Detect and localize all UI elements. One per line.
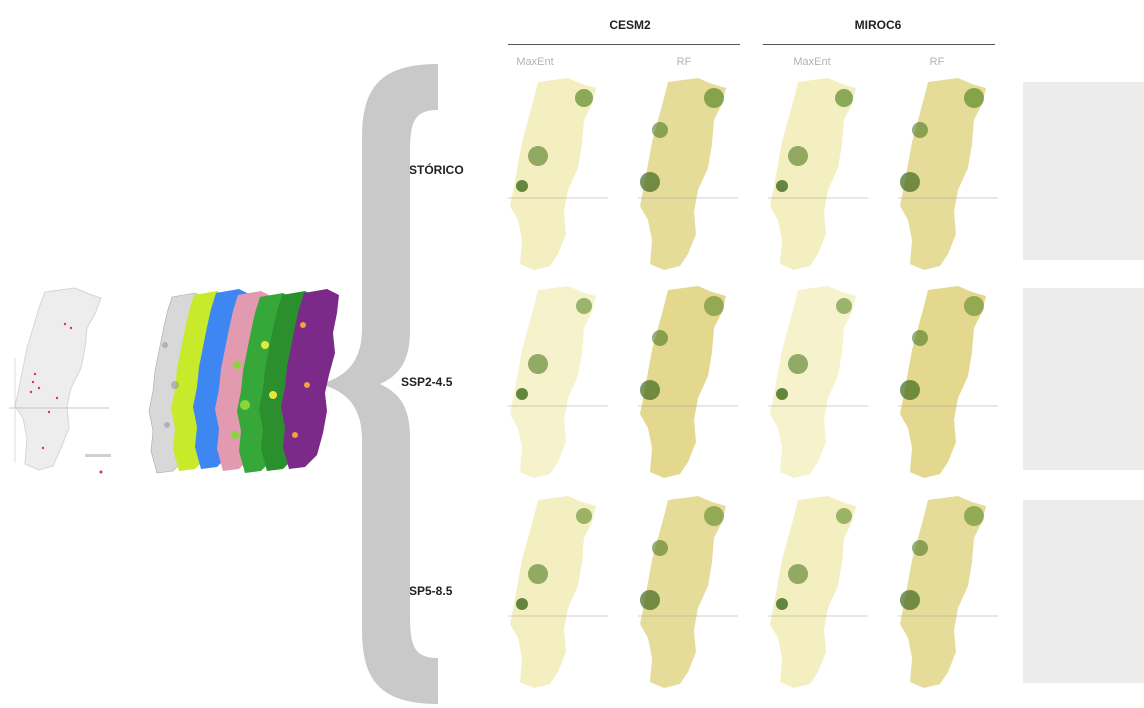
map-ssp585-miroc6-rf [898,496,998,688]
map-ssp585-cesm2-rf [638,496,738,688]
scenario-label-ssp585: SSP5-8.5 [401,584,453,598]
map-historico-cesm2-maxent [508,78,608,270]
portugal-occurrence-map-icon [9,287,111,474]
column-label-maxent-cesm2: MaxEnt [516,56,554,68]
left-curly-brace-icon [320,64,438,704]
scenario-label-historico: HISTÓRICO [397,163,464,177]
suitability-maps-grid [508,78,998,688]
column-label-maxent-miroc6: MaxEnt [793,56,831,68]
map-ssp245-miroc6-maxent [768,286,868,478]
side-panel-ssp585 [1023,500,1144,683]
map-historico-miroc6-maxent [768,78,868,270]
map-historico-cesm2-rf [638,78,738,270]
map-ssp585-cesm2-maxent [508,496,608,688]
side-panel-historico [1023,82,1144,260]
gcm-underline-miroc6 [763,44,995,45]
column-label-rf-miroc6: RF [929,56,945,68]
map-ssp245-miroc6-rf [898,286,998,478]
column-label-rf-cesm2: RF [676,56,692,68]
map-ssp585-miroc6-maxent [768,496,868,688]
scenario-label-ssp245: SSP2-4.5 [401,375,453,389]
gcm-header-miroc6: MIROC6 [854,18,902,32]
map-ssp245-cesm2-maxent [508,286,608,478]
map-historico-miroc6-rf [898,78,998,270]
side-panel-ssp245 [1023,288,1144,470]
map-ssp245-cesm2-rf [638,286,738,478]
gcm-underline-cesm2 [508,44,740,45]
brace-shape [320,64,438,704]
gcm-header-cesm2: CESM2 [609,18,651,32]
environmental-layers-stack-icon [148,289,339,474]
